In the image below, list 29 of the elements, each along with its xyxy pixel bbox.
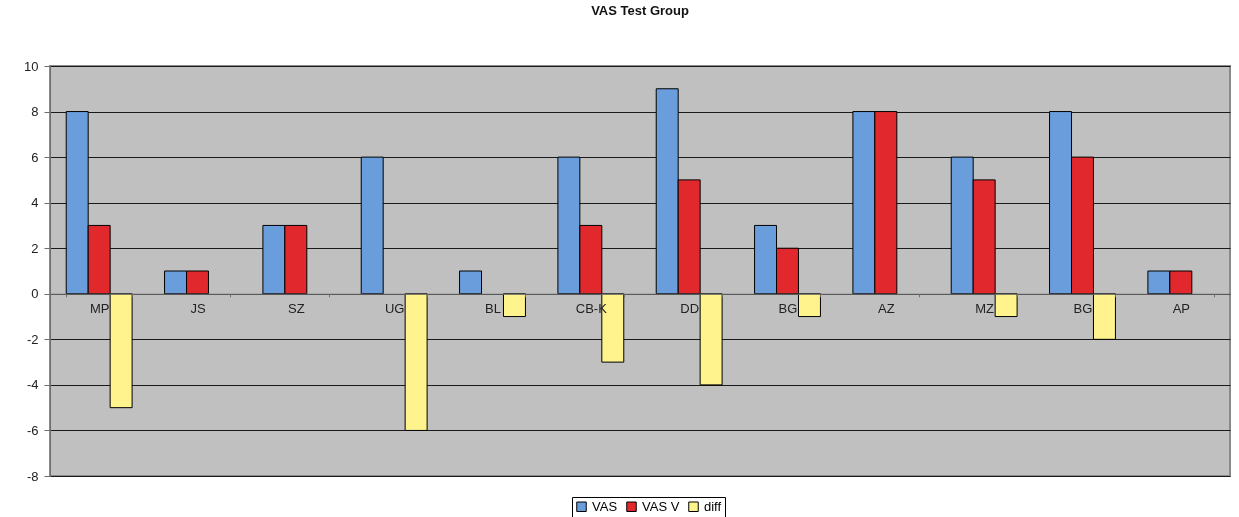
legend-label: VAS V [642, 498, 680, 514]
y-tick-label: -6 [26, 422, 39, 438]
y-tick-label: 0 [31, 286, 39, 302]
y-tick-label: -8 [26, 468, 39, 484]
y-tick-label: 6 [31, 149, 39, 165]
x-tick-label: UG [384, 301, 405, 317]
bar [459, 270, 483, 295]
x-tick-label: AP [1172, 301, 1191, 317]
y-tick-label: 2 [31, 240, 39, 256]
bar [502, 293, 526, 318]
y-tick-label: 8 [31, 104, 39, 120]
y-tick-label: -2 [26, 331, 39, 347]
legend-label: diff [704, 498, 722, 514]
bar [404, 293, 428, 431]
x-tick-label: JS [190, 301, 206, 317]
x-tick-label: DD [680, 301, 700, 317]
legend-label: VAS [592, 498, 618, 514]
y-tick-label: 10 [24, 58, 39, 74]
x-tick-label: BL [485, 301, 501, 317]
chart-title: VAS Test Group [591, 3, 689, 18]
y-tick-label: -4 [26, 377, 39, 393]
x-tick-label: MZ [975, 301, 995, 317]
y-tick-label: 4 [31, 195, 39, 211]
x-tick-label: SZ [288, 301, 305, 317]
x-tick-label: BG [778, 301, 798, 317]
bar [360, 156, 384, 295]
x-tick-label: BG [1073, 301, 1093, 317]
x-tick-label: AZ [878, 301, 895, 317]
x-tick-label: MP [89, 301, 110, 317]
